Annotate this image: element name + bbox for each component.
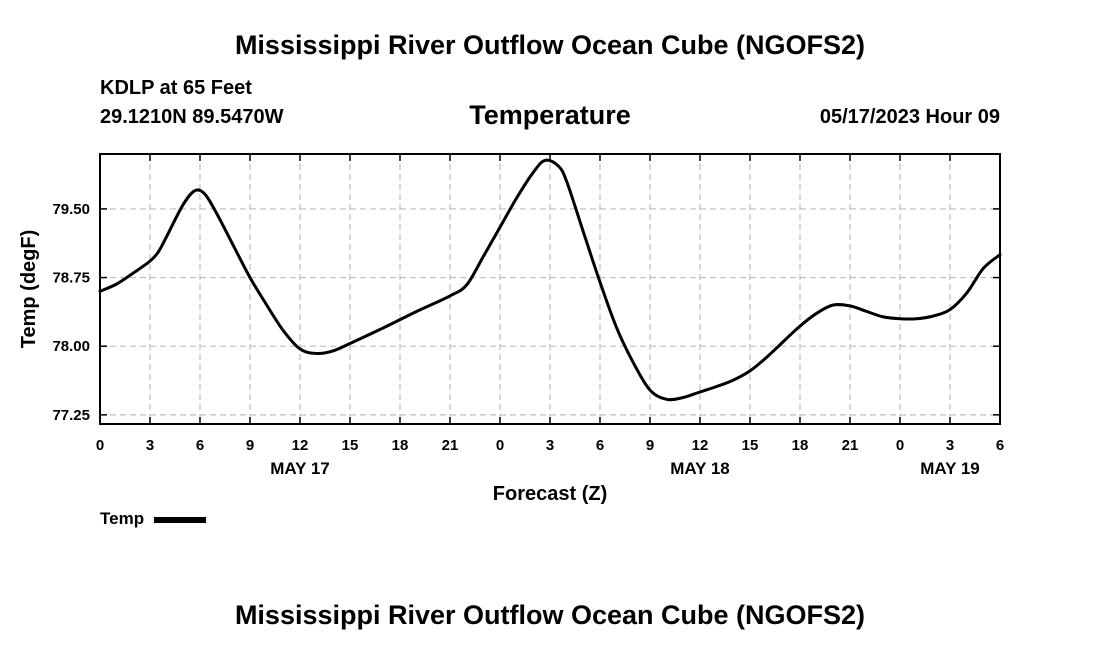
axis-layer: 0 3 6 9 12 15 18 21 0 3 6 9 12 15 18 21 0 3 6 MAY 17 MAY 18 M… (52, 154, 1004, 478)
x-tick-label: 12 (692, 437, 709, 454)
date-label: MAY 18 (670, 459, 730, 478)
y-tick-label: 78.00 (52, 338, 90, 355)
x-tick-label: 6 (196, 437, 204, 454)
x-tick-label: 12 (292, 437, 309, 454)
x-tick-label: 15 (342, 437, 359, 454)
legend-line-swatch (154, 517, 207, 523)
x-tick-label: 18 (792, 437, 809, 454)
date-label: MAY 19 (920, 459, 980, 478)
x-tick-label: 0 (496, 437, 504, 454)
station-label: KDLP at 65 Feet (100, 77, 252, 99)
x-tick-label: 9 (646, 437, 654, 454)
y-axis-label: Temp (degF) (18, 230, 40, 349)
y-tick-label: 78.75 (52, 270, 90, 287)
x-tick-label: 0 (896, 437, 904, 454)
x-tick-label: 3 (146, 437, 154, 454)
x-axis-label: Forecast (Z) (493, 483, 607, 505)
x-tick-label: 9 (246, 437, 254, 454)
footer-title: Mississippi River Outflow Ocean Cube (NG… (234, 600, 866, 630)
series-line-temp (98, 158, 1002, 402)
station-coordinates: 29.1210N 89.5470W (100, 106, 284, 128)
x-tick-label: 6 (996, 437, 1004, 454)
legend-label: Temp (100, 509, 145, 528)
series-layer (98, 158, 1002, 402)
x-tick-label: 0 (96, 437, 104, 454)
legend: Temp (100, 509, 207, 529)
y-tick-label: 79.50 (52, 201, 90, 218)
x-tick-label: 21 (442, 437, 459, 454)
date-label: MAY 17 (270, 459, 330, 478)
grid-layer (100, 154, 1000, 424)
main-title: Mississippi River Outflow Ocean Cube (NG… (234, 30, 866, 60)
variable-title: Temperature (469, 100, 631, 130)
y-tick-label: 77.25 (52, 407, 90, 424)
x-tick-label: 3 (946, 437, 954, 454)
x-tick-label: 18 (392, 437, 409, 454)
forecast-timestamp: 05/17/2023 Hour 09 (819, 106, 1000, 128)
x-tick-label: 15 (742, 437, 759, 454)
x-tick-label: 3 (546, 437, 554, 454)
x-tick-label: 21 (842, 437, 859, 454)
x-tick-label: 6 (596, 437, 604, 454)
